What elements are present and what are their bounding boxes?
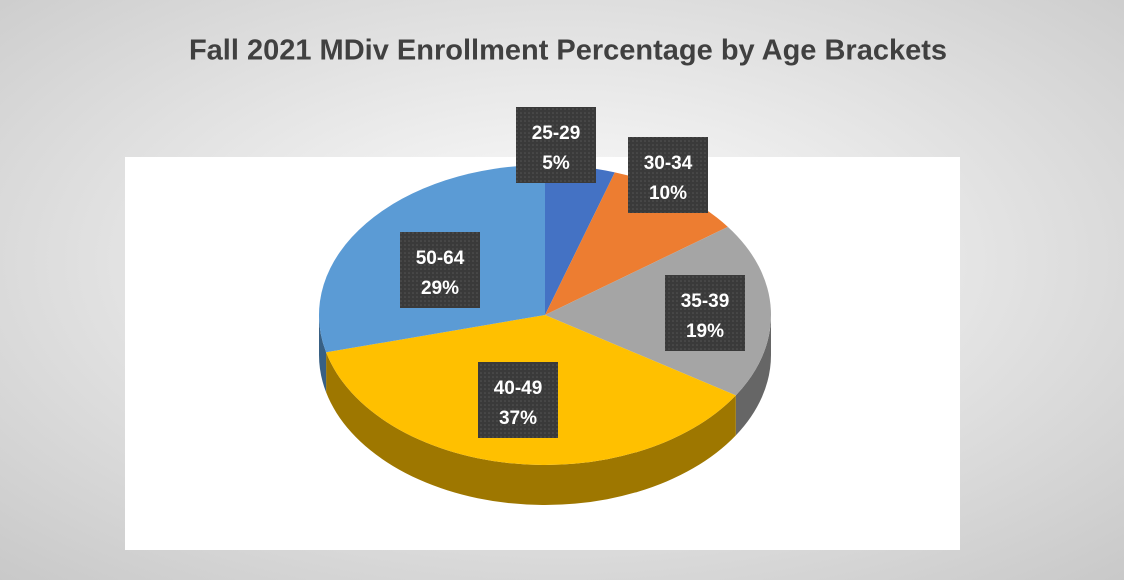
slice-side — [326, 352, 736, 506]
label-value: 19% — [686, 321, 724, 342]
label-value: 10% — [649, 183, 687, 204]
label-category: 30-34 — [644, 153, 693, 174]
data-label: 30-34 10% — [644, 153, 693, 204]
label-value: 5% — [542, 153, 570, 174]
slice — [545, 165, 615, 315]
label-box — [516, 107, 596, 183]
label-box — [478, 362, 558, 438]
data-label: 35-39 19% — [681, 291, 730, 342]
label-category: 35-39 — [681, 291, 730, 312]
slice-side — [735, 315, 771, 436]
label-box — [400, 232, 480, 308]
slice — [545, 226, 771, 396]
label-value: 37% — [499, 408, 537, 429]
data-label: 50-64 29% — [416, 248, 465, 299]
chart-title: Fall 2021 MDiv Enrollment Percentage by … — [189, 35, 947, 67]
label-value: 29% — [421, 278, 459, 299]
label-box — [665, 275, 745, 351]
label-category: 25-29 — [532, 123, 581, 144]
label-category: 40-49 — [494, 378, 543, 399]
data-label: 40-49 37% — [494, 378, 543, 429]
slice-side — [319, 315, 327, 393]
label-category: 50-64 — [416, 248, 465, 269]
data-label: 25-29 5% — [532, 123, 581, 174]
label-box — [628, 137, 708, 213]
